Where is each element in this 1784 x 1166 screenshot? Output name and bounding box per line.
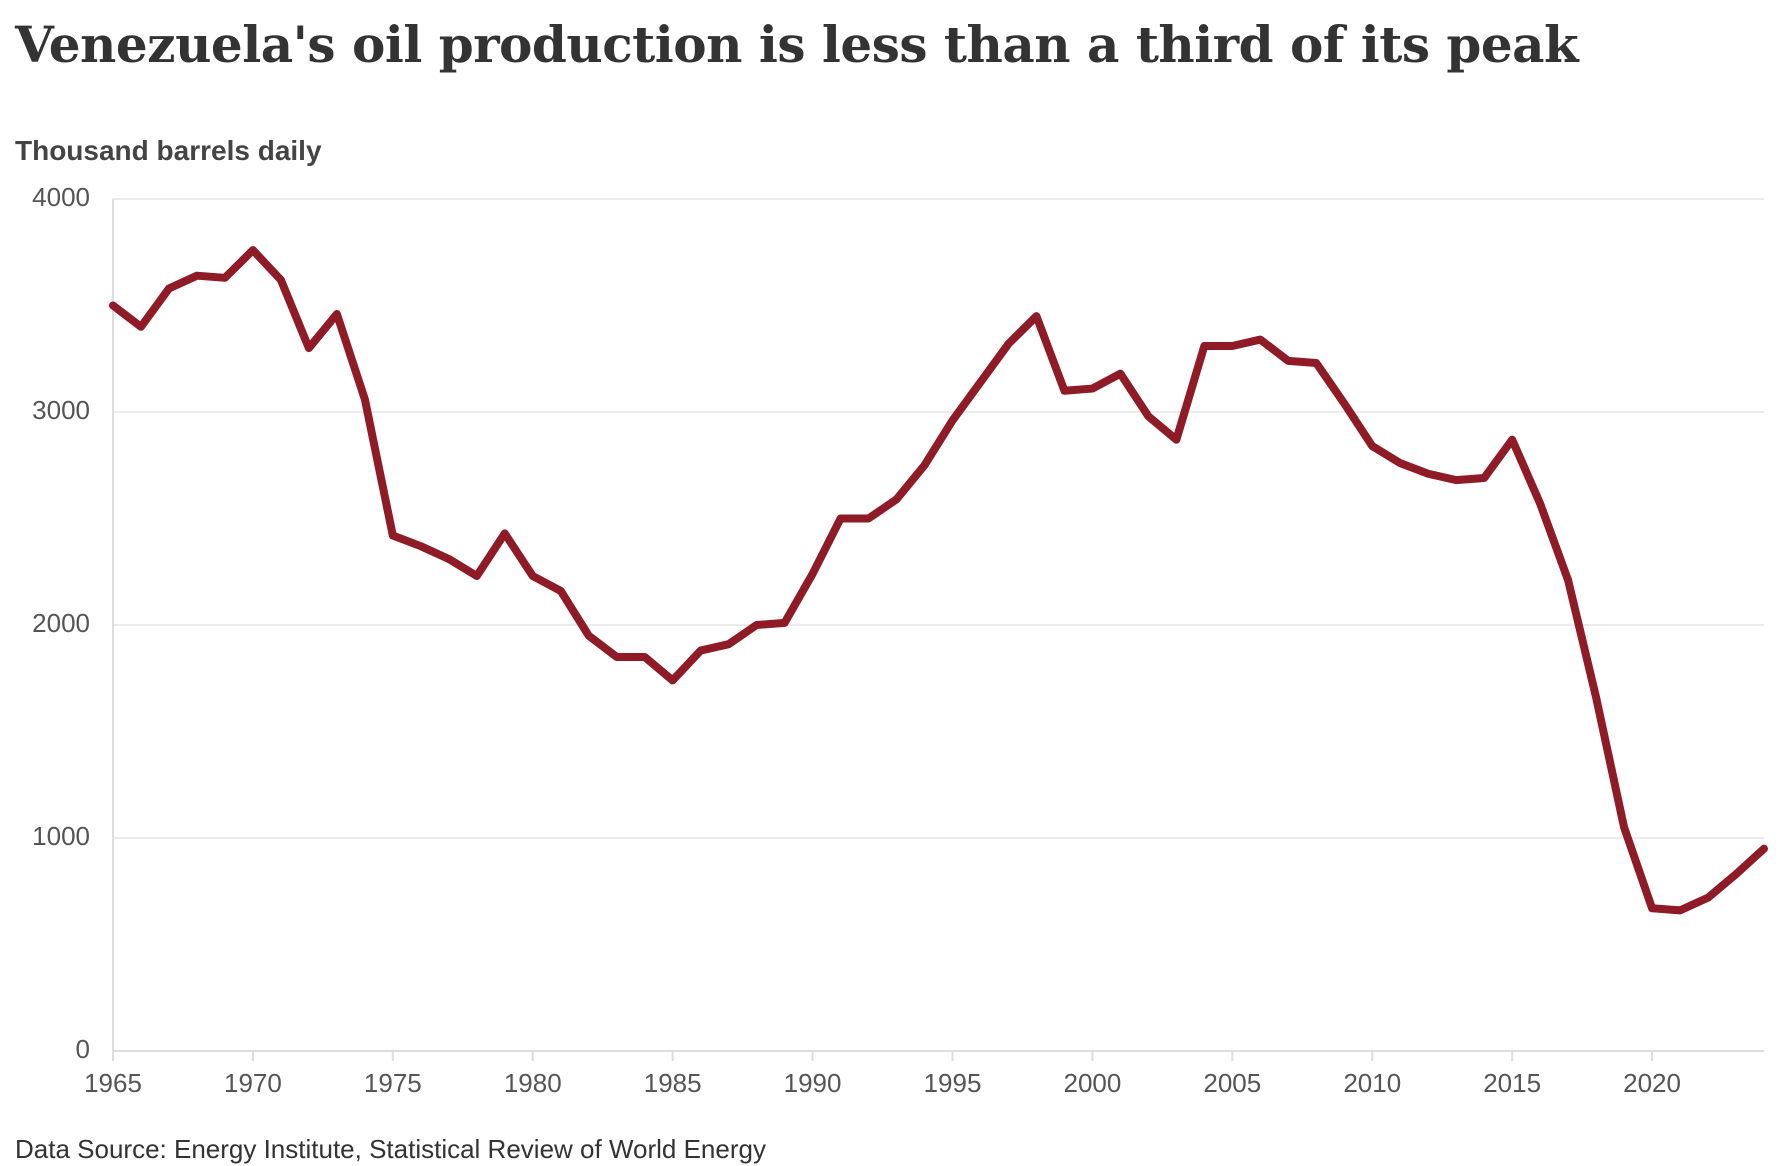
- data-source-note: Data Source: Energy Institute, Statistic…: [15, 1134, 766, 1164]
- x-tick-label: 1995: [924, 1068, 982, 1098]
- y-tick-label: 2000: [32, 608, 90, 638]
- x-tick-label: 2020: [1623, 1068, 1681, 1098]
- x-tick-label: 1985: [644, 1068, 702, 1098]
- x-tick-label: 2010: [1343, 1068, 1401, 1098]
- y-tick-label: 3000: [32, 395, 90, 425]
- series-line: [109, 246, 1768, 915]
- chart-title: Venezuela's oil production is less than …: [15, 15, 1579, 74]
- x-tick-label: 2015: [1483, 1068, 1541, 1098]
- x-tick-label: 1970: [224, 1068, 282, 1098]
- x-axis-ticks: 1965 1970 1975 1980 1985 1990 1995 2000 2005 2010…: [84, 1051, 1681, 1098]
- y-tick-label: 1000: [32, 821, 90, 851]
- x-tick-label: 1990: [784, 1068, 842, 1098]
- x-tick-label: 2005: [1203, 1068, 1261, 1098]
- y-tick-label: 4000: [32, 182, 90, 212]
- x-tick-label: 1965: [84, 1068, 142, 1098]
- x-tick-label: 1980: [504, 1068, 562, 1098]
- x-tick-label: 2000: [1063, 1068, 1121, 1098]
- y-axis-ticks: 0 1000 2000 3000 4000: [32, 182, 90, 1064]
- gridlines: [113, 198, 1764, 839]
- y-tick-label: 0: [76, 1034, 90, 1064]
- y-axis-label: Thousand barrels daily: [15, 135, 322, 166]
- x-tick-label: 1975: [364, 1068, 422, 1098]
